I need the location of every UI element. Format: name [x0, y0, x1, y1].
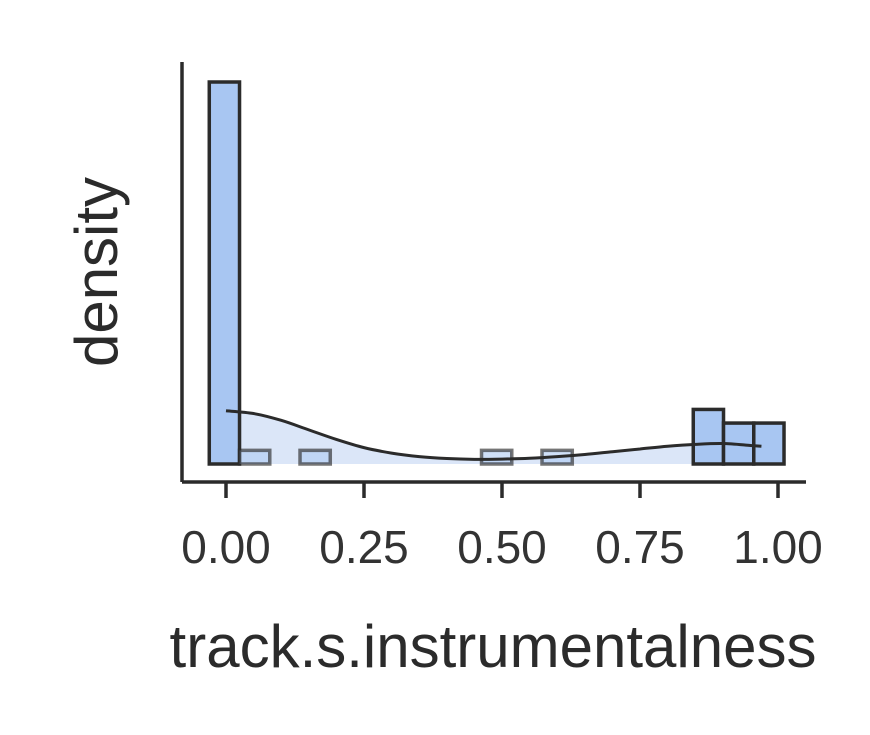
histogram-bar-1: [237, 448, 272, 466]
x-tick-label-2: 0.50: [457, 521, 547, 573]
x-tick-label-3: 0.75: [595, 521, 685, 573]
x-axis-title: track.s.instrumentalness: [170, 613, 817, 680]
histogram-bar-3: [479, 448, 514, 466]
kde-line-layer: [225, 409, 762, 461]
histogram-bar-7: [752, 421, 786, 466]
histogram-bar-2: [298, 448, 333, 466]
histogram-bar-0: [207, 80, 242, 466]
y-axis-title: density: [63, 177, 130, 367]
x-tick-label-1: 0.25: [319, 521, 409, 573]
histogram-bars: [207, 80, 786, 466]
x-tick-label-0: 0.00: [181, 521, 271, 573]
x-axis-ticks: 0.00 0.25 0.50 0.75 1.00: [181, 482, 823, 573]
kde-line: [225, 409, 762, 461]
histogram-bar-5: [691, 407, 726, 466]
x-tick-label-4: 1.00: [733, 521, 823, 573]
